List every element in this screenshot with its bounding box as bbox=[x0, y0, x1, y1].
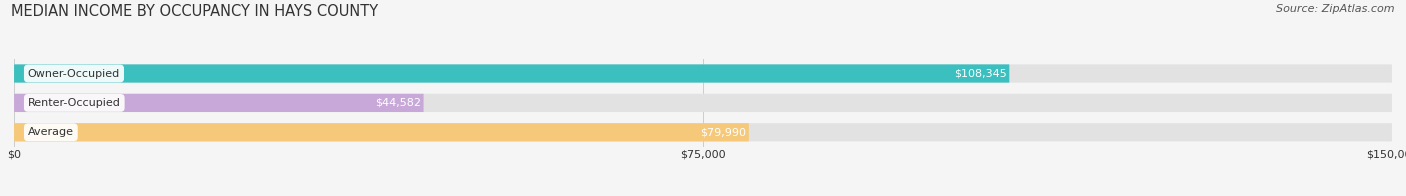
FancyBboxPatch shape bbox=[14, 123, 1392, 142]
Text: $108,345: $108,345 bbox=[953, 68, 1007, 79]
FancyBboxPatch shape bbox=[14, 64, 1010, 83]
Text: Renter-Occupied: Renter-Occupied bbox=[28, 98, 121, 108]
Text: Average: Average bbox=[28, 127, 75, 137]
Text: Owner-Occupied: Owner-Occupied bbox=[28, 68, 120, 79]
Text: MEDIAN INCOME BY OCCUPANCY IN HAYS COUNTY: MEDIAN INCOME BY OCCUPANCY IN HAYS COUNT… bbox=[11, 4, 378, 19]
Text: $79,990: $79,990 bbox=[700, 127, 747, 137]
FancyBboxPatch shape bbox=[14, 64, 1392, 83]
FancyBboxPatch shape bbox=[14, 94, 423, 112]
FancyBboxPatch shape bbox=[14, 123, 749, 142]
Text: $44,582: $44,582 bbox=[375, 98, 420, 108]
FancyBboxPatch shape bbox=[14, 94, 1392, 112]
Text: Source: ZipAtlas.com: Source: ZipAtlas.com bbox=[1277, 4, 1395, 14]
